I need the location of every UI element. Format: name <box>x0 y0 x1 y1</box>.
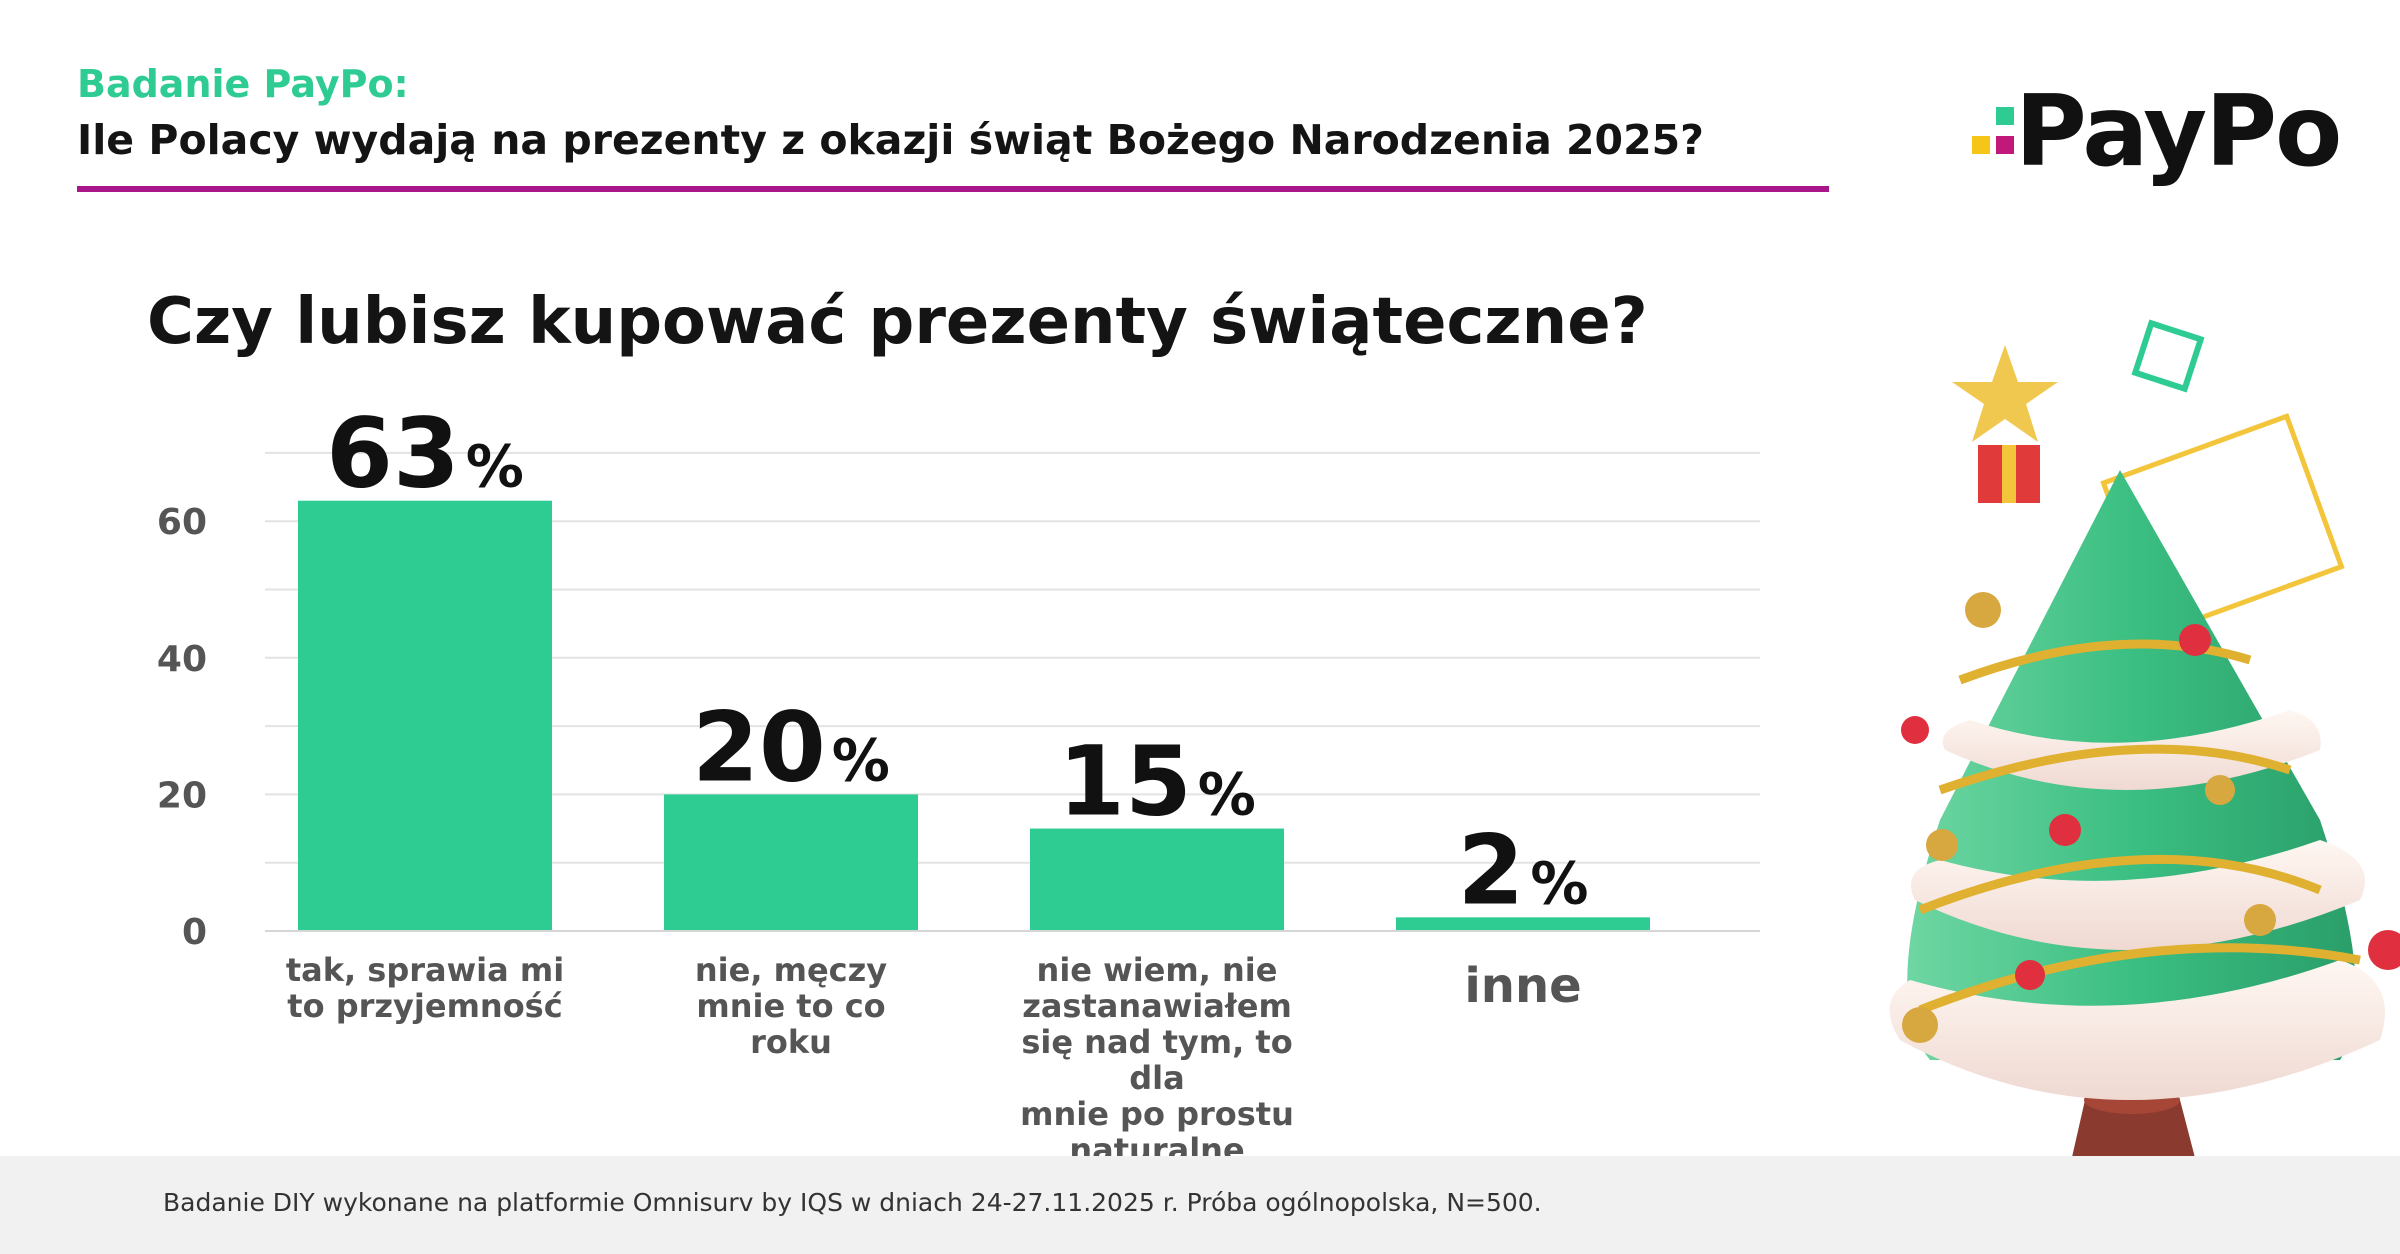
value-label: 15% <box>1058 726 1256 838</box>
value-percent-sign: % <box>1530 849 1588 917</box>
category-label-line: mnie po prostu <box>1020 1095 1294 1133</box>
logo-square-magenta <box>1996 136 2014 154</box>
ornament <box>1926 829 1958 861</box>
bar <box>298 500 552 931</box>
paypo-logo: PayPo <box>1965 75 2345 189</box>
bar <box>1030 828 1284 931</box>
category-label-line: zastanawiałem <box>1022 987 1292 1025</box>
ornament <box>2244 904 2276 936</box>
y-tick-label: 60 <box>157 502 207 543</box>
category-label-line: to przyjemność <box>287 987 563 1025</box>
ornament <box>1902 1007 1938 1043</box>
category-label-line: nie wiem, nie <box>1036 951 1278 989</box>
value-number: 2 <box>1458 814 1525 926</box>
star-icon <box>1952 345 2058 442</box>
gold-ribbon <box>1918 639 2361 1015</box>
category-label-line: się nad tym, to dla <box>1021 1023 1293 1097</box>
chart-title: Czy lubisz kupować prezenty świąteczne? <box>147 285 1648 359</box>
category-label-line: tak, sprawia mi <box>285 951 565 989</box>
footer-band <box>0 1156 2400 1254</box>
ornament <box>2205 775 2235 805</box>
logo-square-yellow <box>1972 136 1990 154</box>
snow-layer <box>1889 960 2385 1100</box>
survey-kicker: Badanie PayPo: <box>77 62 409 106</box>
ornament <box>1901 716 1929 744</box>
value-percent-sign: % <box>1198 761 1256 829</box>
value-label: 63% <box>326 398 524 510</box>
x-category-label: tak, sprawia mi to przyjemność <box>275 952 575 1024</box>
header: Badanie PayPo: Ile Polacy wydają na prez… <box>77 58 1829 170</box>
logo-square-green <box>1996 107 2014 125</box>
survey-title: Ile Polacy wydają na prezenty z okazji ś… <box>77 116 1704 164</box>
value-number: 63 <box>326 398 460 510</box>
gift-ribbon <box>2002 445 2016 503</box>
value-number: 15 <box>1058 726 1192 838</box>
value-label: 2% <box>1458 814 1589 926</box>
category-label-line: inne <box>1464 958 1582 1014</box>
decor-square-teal <box>2131 319 2205 393</box>
category-label-line: roku <box>750 1023 832 1061</box>
bar <box>1396 917 1650 931</box>
footnote: Badanie DIY wykonane na platformie Omnis… <box>163 1188 1542 1217</box>
christmas-tree-illustration <box>1889 319 2400 1254</box>
category-label-line: mnie to co <box>696 987 886 1025</box>
ornament <box>2015 960 2045 990</box>
header-divider <box>77 186 1829 192</box>
y-tick-label: 20 <box>157 775 207 816</box>
bar <box>664 794 918 931</box>
x-category-label: inne <box>1373 958 1673 1014</box>
ornament <box>2368 930 2400 970</box>
value-percent-sign: % <box>466 433 524 501</box>
ornament <box>1965 592 2001 628</box>
logo-wordmark: PayPo <box>2015 75 2342 189</box>
x-category-label: nie wiem, nie zastanawiałem się nad tym, t… <box>1007 952 1307 1168</box>
ornament <box>2049 814 2081 846</box>
value-percent-sign: % <box>832 726 890 794</box>
value-number: 20 <box>692 691 826 803</box>
y-tick-label: 40 <box>157 639 207 680</box>
ornament <box>2179 624 2211 656</box>
x-category-label: nie, męczy mnie to co roku <box>641 952 941 1060</box>
category-label-line: nie, męczy <box>694 951 888 989</box>
y-tick-label: 0 <box>182 912 207 953</box>
value-label: 20% <box>692 691 890 803</box>
